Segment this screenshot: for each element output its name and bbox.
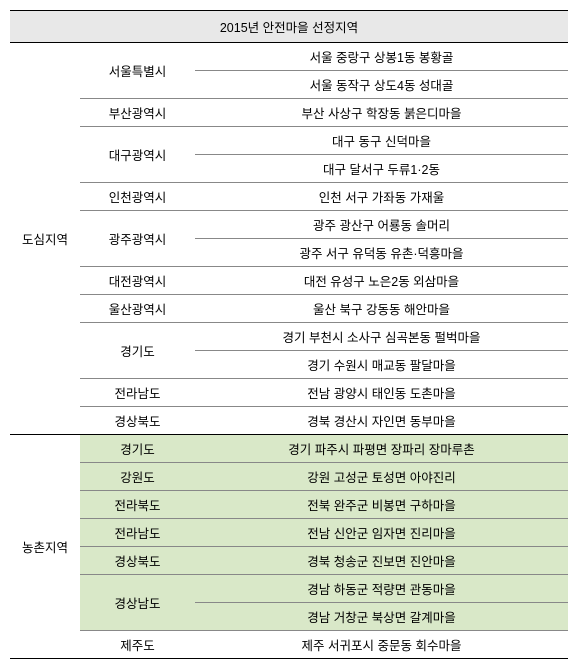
location-label: 서울 동작구 상도4동 성대골 <box>195 71 568 99</box>
location-label: 전남 광양시 태인동 도촌마을 <box>195 379 568 407</box>
location-label: 경북 청송군 진보면 진안마을 <box>195 547 568 575</box>
province-label: 강원도 <box>80 463 195 491</box>
location-label: 경북 경산시 자인면 동부마을 <box>195 407 568 435</box>
table-row: 부산광역시부산 사상구 학장동 붉은디마을 <box>10 99 568 127</box>
table-row: 전라남도전남 광양시 태인동 도촌마을 <box>10 379 568 407</box>
province-label: 울산광역시 <box>80 295 195 323</box>
province-label: 인천광역시 <box>80 183 195 211</box>
table-row: 울산광역시울산 북구 강동동 해안마을 <box>10 295 568 323</box>
location-label: 경기 부천시 소사구 심곡본동 펄벅마을 <box>195 323 568 351</box>
location-label: 제주 서귀포시 중문동 회수마을 <box>195 631 568 659</box>
province-label: 전라북도 <box>80 491 195 519</box>
province-label: 부산광역시 <box>80 99 195 127</box>
table-row: 대구광역시대구 동구 신덕마을 <box>10 127 568 155</box>
table-container: 2015년 안전마을 선정지역 도심지역서울특별시서울 중랑구 상봉1동 봉황골… <box>10 10 568 659</box>
region-label: 농촌지역 <box>10 435 80 659</box>
location-label: 경기 수원시 매교동 팔달마을 <box>195 351 568 379</box>
table-row: 제주도제주 서귀포시 중문동 회수마을 <box>10 631 568 659</box>
location-label: 대구 달서구 두류1·2동 <box>195 155 568 183</box>
main-table: 2015년 안전마을 선정지역 도심지역서울특별시서울 중랑구 상봉1동 봉황골… <box>10 10 568 659</box>
location-label: 서울 중랑구 상봉1동 봉황골 <box>195 43 568 71</box>
location-label: 전남 신안군 임자면 진리마을 <box>195 519 568 547</box>
province-label: 대전광역시 <box>80 267 195 295</box>
table-row: 경기도경기 부천시 소사구 심곡본동 펄벅마을 <box>10 323 568 351</box>
province-label: 서울특별시 <box>80 43 195 99</box>
location-label: 광주 서구 유덕동 유촌·덕흥마을 <box>195 239 568 267</box>
province-label: 경상북도 <box>80 407 195 435</box>
header-row: 2015년 안전마을 선정지역 <box>10 11 568 43</box>
location-label: 강원 고성군 토성면 아야진리 <box>195 463 568 491</box>
province-label: 경기도 <box>80 323 195 379</box>
table-row: 전라북도전북 완주군 비봉면 구하마을 <box>10 491 568 519</box>
region-label: 도심지역 <box>10 43 80 435</box>
table-row: 도심지역서울특별시서울 중랑구 상봉1동 봉황골 <box>10 43 568 71</box>
location-label: 대전 유성구 노은2동 외삼마을 <box>195 267 568 295</box>
province-label: 광주광역시 <box>80 211 195 267</box>
table-row: 전라남도전남 신안군 임자면 진리마을 <box>10 519 568 547</box>
table-title: 2015년 안전마을 선정지역 <box>10 11 568 43</box>
table-row: 대전광역시대전 유성구 노은2동 외삼마을 <box>10 267 568 295</box>
table-row: 광주광역시광주 광산구 어룡동 솔머리 <box>10 211 568 239</box>
province-label: 전라남도 <box>80 519 195 547</box>
location-label: 광주 광산구 어룡동 솔머리 <box>195 211 568 239</box>
province-label: 경상남도 <box>80 575 195 631</box>
table-row: 경상북도경북 청송군 진보면 진안마을 <box>10 547 568 575</box>
table-row: 경상남도경남 하동군 적량면 관동마을 <box>10 575 568 603</box>
province-label: 제주도 <box>80 631 195 659</box>
location-label: 경남 하동군 적량면 관동마을 <box>195 575 568 603</box>
location-label: 전북 완주군 비봉면 구하마을 <box>195 491 568 519</box>
table-row: 경상북도경북 경산시 자인면 동부마을 <box>10 407 568 435</box>
location-label: 대구 동구 신덕마을 <box>195 127 568 155</box>
location-label: 경기 파주시 파평면 장파리 장마루촌 <box>195 435 568 463</box>
location-label: 부산 사상구 학장동 붉은디마을 <box>195 99 568 127</box>
table-row: 강원도강원 고성군 토성면 아야진리 <box>10 463 568 491</box>
location-label: 울산 북구 강동동 해안마을 <box>195 295 568 323</box>
province-label: 경상북도 <box>80 547 195 575</box>
table-row: 인천광역시인천 서구 가좌동 가재울 <box>10 183 568 211</box>
province-label: 대구광역시 <box>80 127 195 183</box>
location-label: 경남 거창군 북상면 갈계마을 <box>195 603 568 631</box>
table-row: 농촌지역경기도경기 파주시 파평면 장파리 장마루촌 <box>10 435 568 463</box>
province-label: 경기도 <box>80 435 195 463</box>
location-label: 인천 서구 가좌동 가재울 <box>195 183 568 211</box>
province-label: 전라남도 <box>80 379 195 407</box>
